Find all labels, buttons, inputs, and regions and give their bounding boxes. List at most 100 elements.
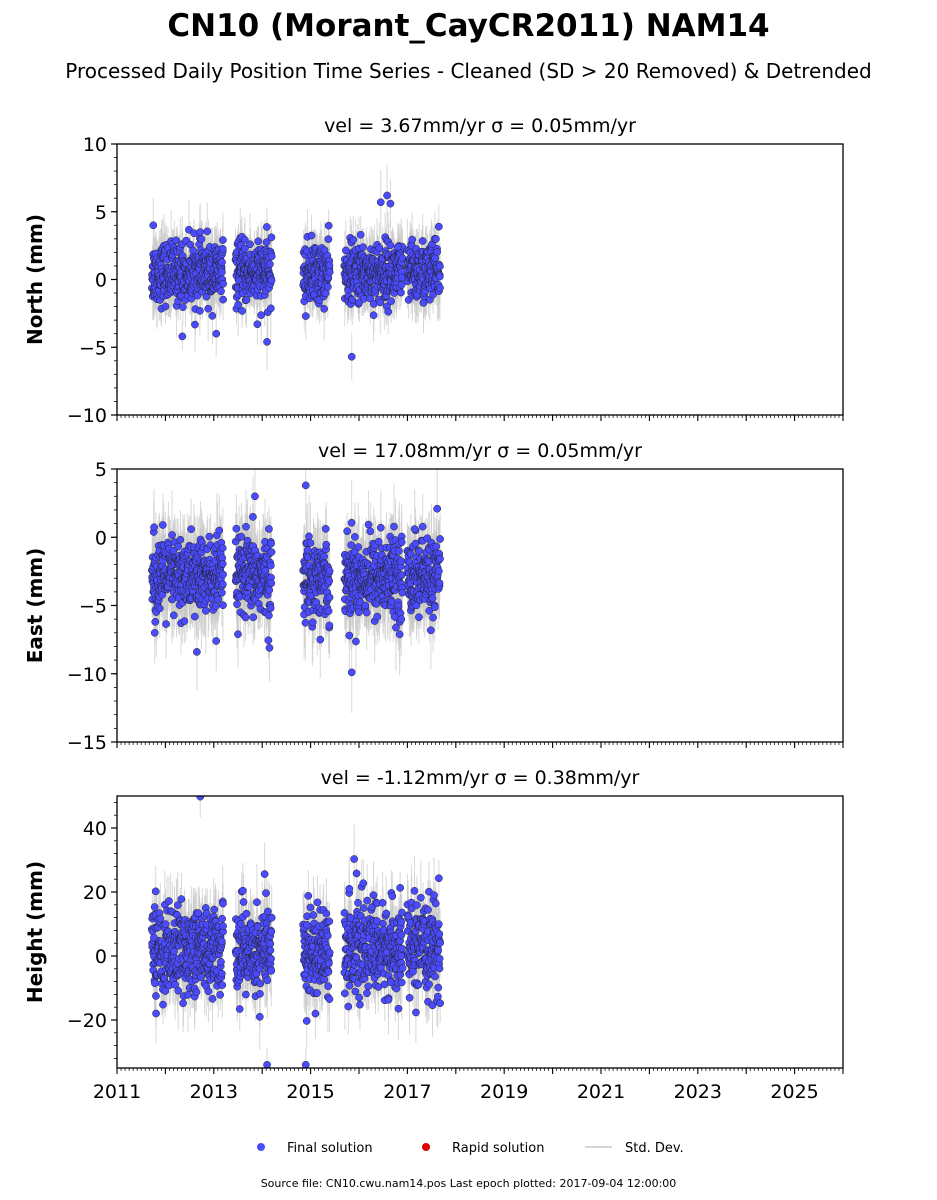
data-point <box>211 602 220 610</box>
data-point <box>219 601 227 610</box>
data-point <box>325 268 334 276</box>
chart-subtitle: Processed Daily Position Time Series - C… <box>65 59 871 83</box>
data-point <box>162 620 170 628</box>
data-point <box>242 296 251 304</box>
data-point <box>253 320 262 329</box>
data-point <box>150 523 158 532</box>
panel-title: vel = 3.67mm/yr σ = 0.05mm/yr <box>324 115 636 137</box>
data-point <box>359 243 367 252</box>
data-point <box>218 258 226 267</box>
data-point <box>191 320 199 329</box>
data-point <box>354 543 363 551</box>
data-point <box>263 337 271 346</box>
data-point <box>347 352 356 361</box>
data-point <box>249 513 257 521</box>
data-point <box>397 538 406 547</box>
data-point <box>343 527 352 536</box>
y-tick-label: −5 <box>79 337 107 359</box>
data-point <box>257 311 265 320</box>
data-point <box>155 604 164 613</box>
y-tick-label: 0 <box>95 270 107 292</box>
data-point <box>307 231 316 240</box>
panel-title: vel = 17.08mm/yr σ = 0.05mm/yr <box>318 440 642 462</box>
data-point <box>267 548 276 556</box>
data-point <box>435 222 443 231</box>
data-point <box>433 248 441 256</box>
y-axis-label: North (mm) <box>23 214 47 345</box>
data-point <box>374 537 383 546</box>
data-point <box>254 237 263 246</box>
data-point <box>196 228 205 236</box>
data-point <box>348 295 357 304</box>
data-point <box>201 606 210 615</box>
data-point <box>393 243 402 251</box>
data-point <box>301 312 310 320</box>
data-point <box>266 260 274 268</box>
data-point <box>398 588 407 597</box>
data-point <box>151 618 160 626</box>
data-point <box>384 307 393 316</box>
data-point <box>375 244 384 252</box>
data-point <box>306 539 315 547</box>
data-point <box>249 613 258 622</box>
data-point <box>267 579 276 588</box>
data-point <box>214 595 223 604</box>
data-point <box>262 238 271 247</box>
data-point <box>218 588 226 597</box>
data-point <box>267 304 275 313</box>
data-point <box>238 307 246 315</box>
data-series <box>148 164 444 381</box>
data-point <box>352 637 360 646</box>
data-point <box>196 306 204 315</box>
data-point <box>305 532 313 541</box>
data-point <box>170 611 178 620</box>
data-point <box>325 593 334 602</box>
data-point <box>219 295 227 304</box>
data-point <box>202 292 211 301</box>
data-point <box>262 223 271 231</box>
data-point <box>325 577 334 585</box>
data-point <box>301 618 310 627</box>
data-point <box>246 240 254 249</box>
data-point <box>265 586 274 594</box>
data-point <box>366 527 375 536</box>
data-point <box>234 300 243 309</box>
data-point <box>178 332 187 341</box>
data-point <box>267 252 276 261</box>
data-point <box>161 302 170 311</box>
data-point <box>218 544 227 552</box>
data-point <box>264 636 273 645</box>
data-point <box>303 546 312 555</box>
data-point <box>386 241 395 250</box>
data-point <box>219 570 227 579</box>
data-point <box>267 233 276 242</box>
data-point <box>411 539 420 548</box>
data-point <box>219 236 227 244</box>
data-point <box>361 601 370 610</box>
data-point <box>395 547 403 555</box>
data-point <box>325 621 334 630</box>
data-point <box>189 246 197 255</box>
data-point <box>266 561 275 570</box>
data-point <box>308 618 317 627</box>
data-point <box>237 532 246 541</box>
data-point <box>324 283 332 291</box>
chart-title: CN10 (Morant_CayCR2011) NAM14 <box>167 8 769 44</box>
y-axis-label: East (mm) <box>23 548 47 664</box>
y-tick-label: 10 <box>83 134 107 156</box>
data-point <box>267 276 276 285</box>
data-point <box>208 312 217 320</box>
data-point <box>174 542 183 551</box>
data-point <box>325 567 334 576</box>
data-point <box>373 612 382 621</box>
data-point <box>347 518 356 527</box>
data-point <box>324 235 333 244</box>
y-tick-label: −10 <box>67 405 107 427</box>
data-point <box>168 531 176 539</box>
data-point <box>203 227 212 236</box>
data-point <box>265 525 273 533</box>
data-point <box>387 297 395 306</box>
data-point <box>383 191 391 200</box>
data-point <box>325 261 334 270</box>
